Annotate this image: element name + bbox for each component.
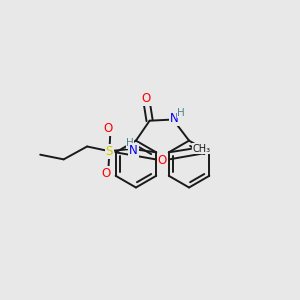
Text: CH₃: CH₃ <box>193 144 211 154</box>
Text: H: H <box>126 138 134 148</box>
Text: O: O <box>142 92 151 105</box>
Text: S: S <box>106 145 113 158</box>
Text: N: N <box>129 144 138 157</box>
Text: N: N <box>170 112 179 125</box>
Text: O: O <box>103 122 113 135</box>
Text: O: O <box>101 167 110 180</box>
Text: O: O <box>158 154 167 167</box>
Text: H: H <box>177 108 185 118</box>
